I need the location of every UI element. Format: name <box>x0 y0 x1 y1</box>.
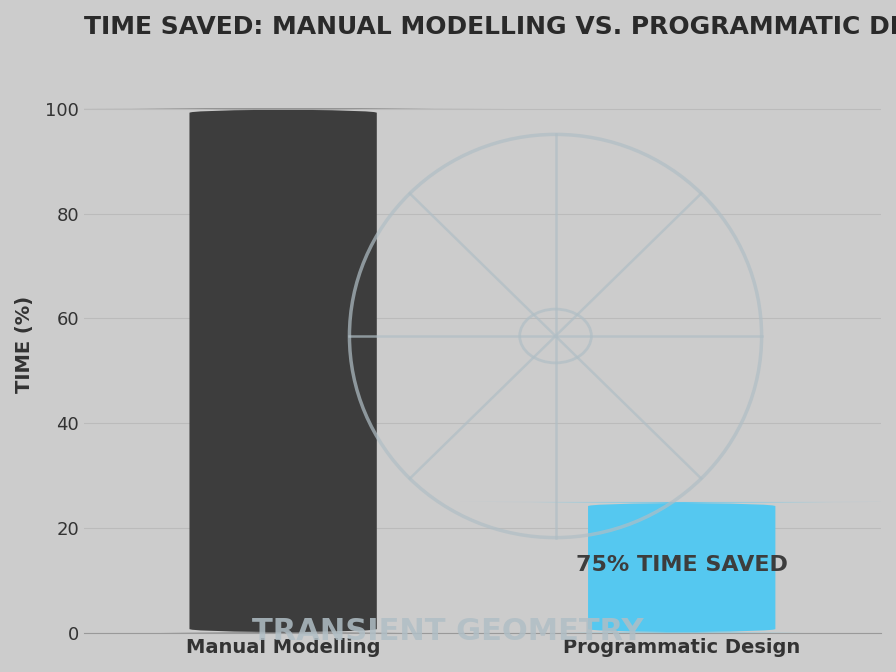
Text: 75% TIME SAVED: 75% TIME SAVED <box>576 555 788 575</box>
Text: TIME SAVED: MANUAL MODELLING VS. PROGRAMMATIC DESIGN: TIME SAVED: MANUAL MODELLING VS. PROGRAM… <box>84 15 896 39</box>
Text: TRANSIENT GEOMETRY: TRANSIENT GEOMETRY <box>253 617 643 646</box>
Y-axis label: TIME (%): TIME (%) <box>15 296 34 393</box>
FancyBboxPatch shape <box>457 502 896 633</box>
FancyBboxPatch shape <box>58 109 508 633</box>
